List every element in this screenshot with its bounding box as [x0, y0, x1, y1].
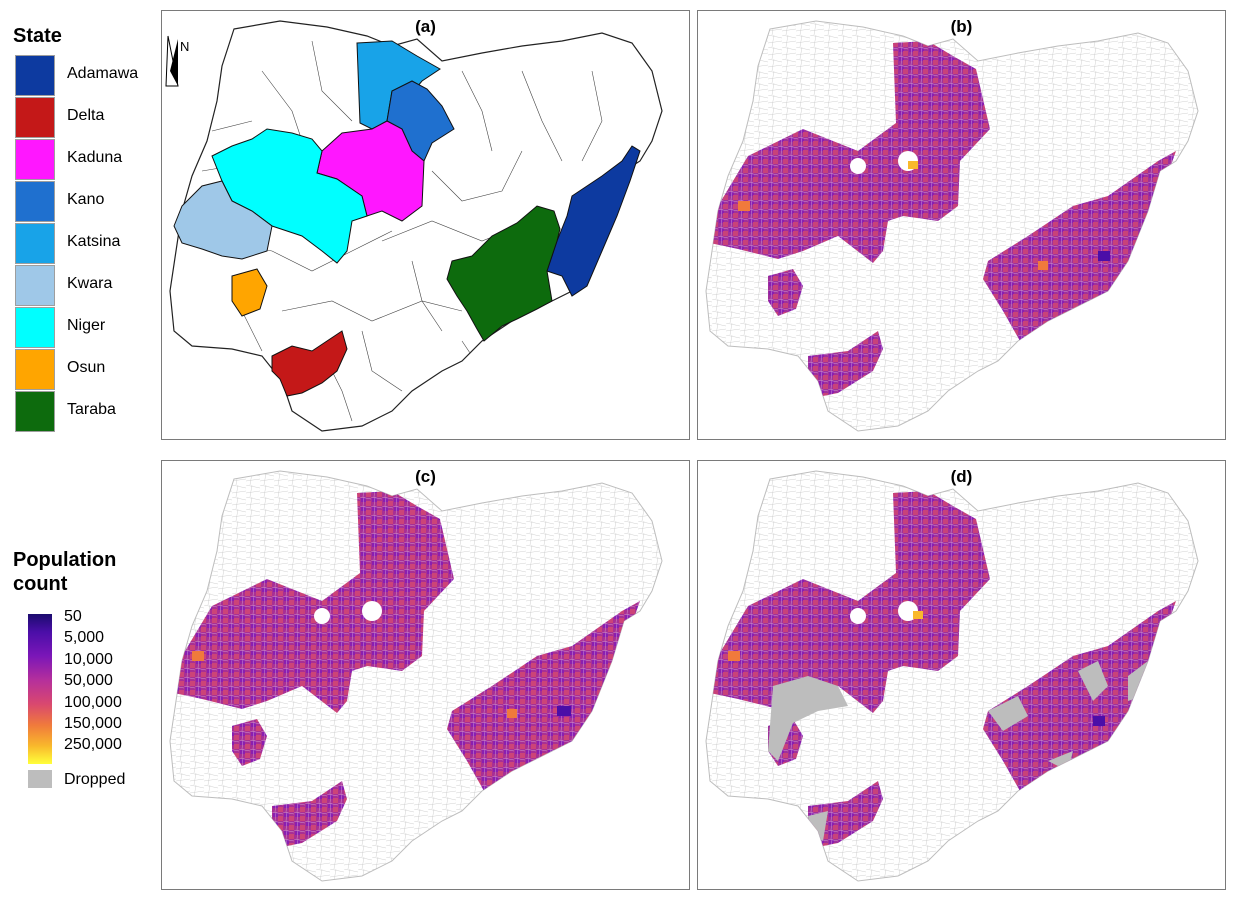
legend-item-taraba: Taraba	[13, 390, 163, 433]
swatch-delta	[15, 97, 55, 138]
population-map-c	[169, 470, 663, 882]
map-panel-c: (c)	[161, 460, 690, 890]
population-legend-title: Population count	[13, 549, 117, 595]
state-taraba	[446, 205, 561, 342]
map-panel-b: (b)	[697, 10, 1226, 440]
panel-label-d: (d)	[950, 467, 973, 486]
legend-label: Katsina	[67, 233, 121, 250]
panel-label-c: (c)	[415, 467, 436, 486]
study-states	[174, 491, 640, 846]
north-label: N	[180, 39, 190, 54]
population-label: 5,000	[64, 629, 105, 646]
legend-item-niger: Niger	[13, 306, 163, 349]
legend-label: Kaduna	[67, 149, 123, 166]
population-label: 100,000	[64, 694, 122, 711]
legend-label: Delta	[67, 107, 105, 124]
dropped-swatch	[28, 770, 52, 788]
swatch-taraba	[15, 391, 55, 432]
population-label: 150,000	[64, 715, 122, 732]
population-label: 10,000	[64, 651, 113, 668]
state-delta	[271, 330, 348, 397]
panel-label-b: (b)	[950, 17, 973, 36]
legend-item-kaduna: Kaduna	[13, 138, 163, 181]
population-map-b	[705, 20, 1199, 432]
population-map-d	[705, 470, 1199, 882]
swatch-osun	[15, 349, 55, 390]
legend-label: Adamawa	[67, 65, 139, 82]
state-legend-title: State	[13, 25, 62, 47]
state-map	[169, 20, 663, 432]
legend-label: Taraba	[67, 401, 116, 418]
legend-label: Osun	[67, 359, 106, 376]
legend-item-delta: Delta	[13, 96, 163, 139]
map-panel-a: N (a)	[161, 10, 690, 440]
legend-item-osun: Osun	[13, 348, 163, 391]
population-label: 50	[64, 608, 82, 625]
swatch-kano	[15, 181, 55, 222]
legend-label: Kwara	[67, 275, 113, 292]
state-osun	[231, 268, 268, 317]
panel-label-a: (a)	[415, 17, 436, 36]
legend-item-kano: Kano	[13, 180, 163, 223]
swatch-kwara	[15, 265, 55, 306]
swatch-niger	[15, 307, 55, 348]
population-label: 50,000	[64, 672, 113, 689]
dropped-areas	[768, 676, 848, 761]
map-panel-d: (d)	[697, 460, 1226, 890]
study-states	[710, 491, 1176, 846]
legend-label: Kano	[67, 191, 105, 208]
study-states	[710, 41, 1176, 396]
dropped-label: Dropped	[64, 771, 126, 788]
population-color-ramp	[28, 614, 52, 764]
swatch-adamawa	[15, 55, 55, 96]
legend-item-katsina: Katsina	[13, 222, 163, 265]
legend-label: Niger	[67, 317, 106, 334]
legend-item-adamawa: Adamawa	[13, 54, 163, 97]
state-kwara	[173, 180, 273, 260]
north-arrow-icon	[165, 35, 179, 87]
swatch-kaduna	[15, 139, 55, 180]
population-label: 250,000	[64, 736, 122, 753]
legend-item-kwara: Kwara	[13, 264, 163, 307]
swatch-katsina	[15, 223, 55, 264]
